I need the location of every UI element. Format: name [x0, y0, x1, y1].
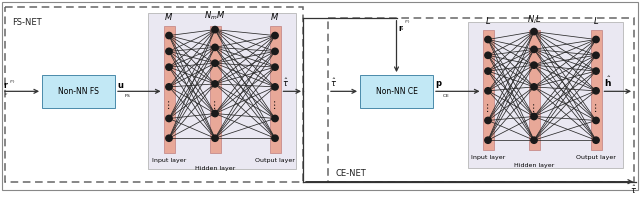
- Text: $\hat{\mathbf{h}}$: $\hat{\mathbf{h}}$: [604, 75, 611, 89]
- Text: $\mathbf{u}$: $\mathbf{u}$: [117, 81, 124, 90]
- Circle shape: [531, 28, 537, 35]
- Bar: [5, 7, 303, 182]
- Text: Input layer: Input layer: [152, 158, 186, 163]
- Text: $^{(*)}$: $^{(*)}$: [404, 20, 411, 25]
- Circle shape: [272, 64, 278, 70]
- Circle shape: [593, 137, 599, 143]
- Text: Hidden layer: Hidden layer: [514, 163, 554, 168]
- Circle shape: [485, 36, 492, 43]
- Circle shape: [485, 88, 492, 94]
- Circle shape: [272, 84, 278, 90]
- Bar: [591, 30, 602, 150]
- Circle shape: [531, 46, 537, 53]
- Text: $_{\rm CE}$: $_{\rm CE}$: [442, 93, 449, 100]
- Circle shape: [593, 88, 599, 94]
- Circle shape: [212, 26, 218, 33]
- Circle shape: [531, 62, 537, 68]
- Text: $N_l L$: $N_l L$: [527, 13, 541, 26]
- Text: ⋯: ⋯: [529, 101, 539, 110]
- Bar: [468, 22, 623, 168]
- Circle shape: [531, 137, 537, 143]
- Circle shape: [166, 135, 172, 141]
- Circle shape: [212, 60, 218, 66]
- Text: $M$: $M$: [271, 11, 280, 22]
- Text: Non-NN FS: Non-NN FS: [58, 87, 99, 96]
- Text: $\mathbf{r}$: $\mathbf{r}$: [399, 23, 404, 33]
- Text: $L$: $L$: [485, 15, 491, 26]
- Bar: [360, 75, 433, 108]
- Text: $L$: $L$: [593, 15, 599, 26]
- Circle shape: [485, 52, 492, 59]
- Bar: [209, 26, 221, 153]
- Circle shape: [166, 32, 172, 39]
- Circle shape: [485, 68, 492, 74]
- Circle shape: [212, 81, 218, 87]
- Bar: [529, 30, 540, 150]
- Circle shape: [593, 52, 599, 59]
- Bar: [269, 26, 280, 153]
- Circle shape: [212, 135, 218, 141]
- Text: $^{(*)}$: $^{(*)}$: [9, 79, 15, 84]
- Circle shape: [166, 48, 172, 55]
- Text: $_s$: $_s$: [399, 27, 404, 33]
- Circle shape: [485, 137, 492, 143]
- Text: $_{\rm FS}$: $_{\rm FS}$: [124, 93, 131, 100]
- Circle shape: [531, 113, 537, 120]
- Bar: [483, 30, 493, 150]
- Circle shape: [212, 110, 218, 117]
- Text: CE-NET: CE-NET: [335, 169, 365, 178]
- Circle shape: [272, 32, 278, 39]
- Text: Output layer: Output layer: [576, 155, 616, 160]
- Text: $M$: $M$: [164, 11, 173, 22]
- Text: Non-NN CE: Non-NN CE: [376, 87, 417, 96]
- Text: ⋯: ⋯: [164, 98, 174, 107]
- Circle shape: [272, 135, 278, 141]
- Bar: [328, 18, 634, 182]
- Text: $_c$: $_c$: [4, 92, 8, 99]
- Bar: [42, 75, 115, 108]
- Text: ⋯: ⋯: [483, 101, 493, 110]
- Circle shape: [593, 68, 599, 74]
- Text: Output layer: Output layer: [255, 158, 295, 163]
- Bar: [163, 26, 175, 153]
- Circle shape: [272, 48, 278, 55]
- Text: $N_m M$: $N_m M$: [204, 9, 226, 22]
- Circle shape: [531, 84, 537, 90]
- Circle shape: [485, 117, 492, 124]
- Circle shape: [166, 84, 172, 90]
- Text: $\mathbf{r}$: $\mathbf{r}$: [3, 80, 9, 90]
- Text: $\hat{\tau}$: $\hat{\tau}$: [630, 184, 637, 196]
- Circle shape: [166, 64, 172, 70]
- Circle shape: [212, 44, 218, 51]
- Text: $\mathbf{p}$: $\mathbf{p}$: [435, 79, 443, 90]
- Circle shape: [593, 117, 599, 124]
- Text: $\hat{\tau}$: $\hat{\tau}$: [282, 77, 289, 89]
- Text: ⋯: ⋯: [210, 98, 220, 107]
- Bar: [148, 13, 296, 169]
- Circle shape: [593, 36, 599, 43]
- Text: ⋯: ⋯: [591, 101, 601, 110]
- Text: $\hat{\tau}$: $\hat{\tau}$: [330, 77, 337, 89]
- Circle shape: [166, 115, 172, 122]
- Text: FS-NET: FS-NET: [12, 18, 42, 27]
- Text: Hidden layer: Hidden layer: [195, 166, 235, 171]
- Circle shape: [272, 115, 278, 122]
- Text: Input layer: Input layer: [471, 155, 505, 160]
- Text: ⋯: ⋯: [270, 98, 280, 107]
